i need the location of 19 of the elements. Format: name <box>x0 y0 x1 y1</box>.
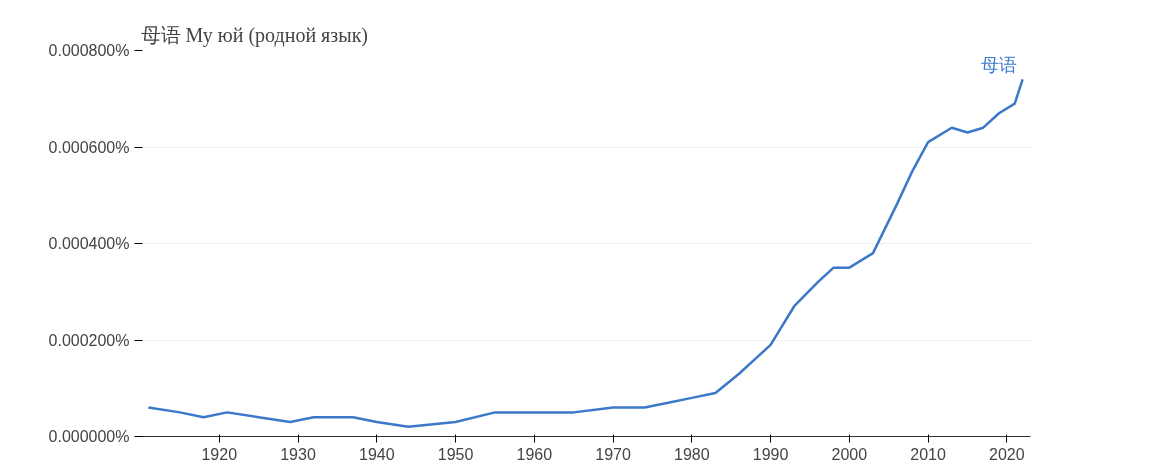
x-tick-label: 1930 <box>280 445 316 463</box>
x-tick-label: 1980 <box>674 445 710 463</box>
x-tick-label: 1920 <box>201 445 238 463</box>
x-tick-label: 1960 <box>516 445 553 463</box>
chart-title: 母语 Му юй (родной язык) <box>140 23 369 47</box>
y-tick-label: 0.000600% <box>48 138 130 156</box>
series-label: 母语 <box>980 55 1017 76</box>
x-tick-label: 2000 <box>831 445 868 463</box>
x-tick-label: 1970 <box>595 445 631 463</box>
line-series <box>147 78 1024 429</box>
x-tick-label: 1950 <box>437 445 474 463</box>
y-tick-label: 0.000800% <box>48 42 130 59</box>
x-tick-label: 1990 <box>752 445 789 463</box>
x-tick-label: 1940 <box>358 445 395 463</box>
y-tick-label: 0.000400% <box>48 235 130 252</box>
y-tick-label: 0.000200% <box>48 331 130 349</box>
x-tick-label: 2020 <box>989 445 1025 463</box>
x-tick-label: 2010 <box>910 445 947 463</box>
y-tick-label: 0.000000% <box>48 428 130 445</box>
